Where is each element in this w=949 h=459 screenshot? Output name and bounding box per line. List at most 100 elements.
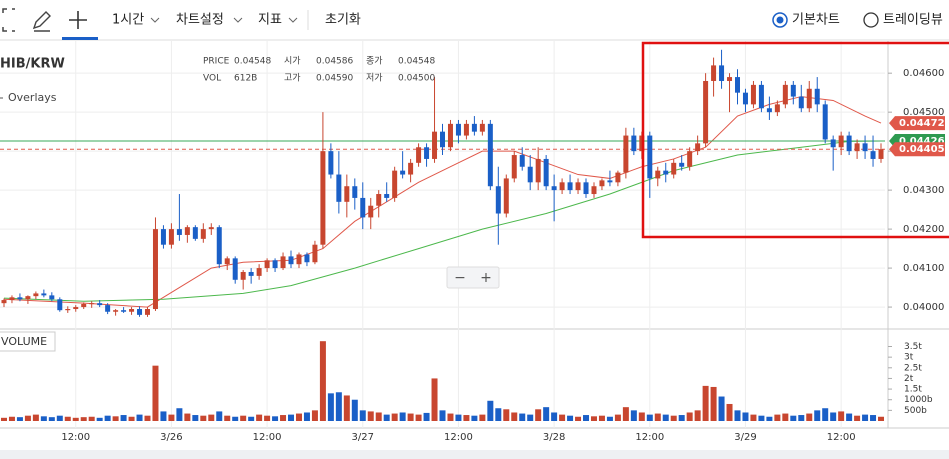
volume-bar [726, 403, 733, 421]
volume-bar [734, 410, 741, 421]
candle-body [814, 88, 820, 105]
info-label: 시가 [284, 56, 301, 67]
highlight-box [641, 41, 949, 239]
volume-bar [758, 415, 765, 421]
volume-bar [654, 413, 661, 421]
y-tick-label: 3t [904, 353, 914, 363]
radio[interactable] [863, 12, 879, 28]
info-value: 0.04586 [316, 57, 353, 67]
candle-body [687, 151, 693, 167]
candle-body [272, 260, 278, 269]
candle-body [416, 147, 422, 163]
overlays[interactable]: Overlays [8, 91, 57, 104]
candle-body [105, 305, 111, 312]
volume-bar [463, 415, 470, 421]
volume-bar [543, 407, 550, 421]
candle-body [511, 155, 517, 179]
candle-body [806, 88, 812, 109]
candle-body [535, 158, 541, 183]
candle-body [216, 227, 222, 265]
volume-bar [176, 408, 183, 421]
candle-body [447, 123, 453, 148]
volume-bar [295, 413, 302, 421]
volume-bar [590, 416, 597, 421]
candle-body [264, 260, 270, 269]
candle-body [719, 65, 725, 81]
candle-body [25, 296, 31, 300]
candle-body [160, 229, 166, 245]
volume-bar [64, 416, 71, 421]
candle-body [408, 162, 414, 175]
volume-bar [168, 414, 175, 421]
volume-bar [638, 412, 645, 421]
candle-body [790, 84, 796, 97]
candle-body [862, 143, 868, 152]
crosshair-icon[interactable] [69, 11, 87, 29]
candle-body [798, 96, 804, 109]
candle-body [41, 293, 47, 296]
volume-bar [527, 414, 534, 421]
active-tab-underline [62, 37, 98, 40]
volume-bar [248, 416, 255, 421]
volume-bar [192, 415, 199, 421]
volume-bar [383, 414, 390, 421]
x-tick-label: 3/29 [734, 432, 756, 443]
x-tick-label: 12:00 [444, 432, 473, 443]
radio-selected[interactable] [772, 12, 788, 28]
candle-body [822, 104, 828, 140]
candle-body [487, 123, 493, 187]
x-tick-label: 3/26 [160, 432, 182, 443]
candle-body [440, 131, 445, 148]
volume-bar [806, 413, 813, 421]
candle-body [663, 170, 669, 175]
info-value: 0.04500 [398, 74, 435, 84]
draw-icon[interactable] [32, 11, 51, 32]
basic-chart-option[interactable]: 기본차트 [792, 13, 840, 28]
bottom-strip [0, 450, 949, 459]
candle-body [248, 271, 254, 276]
volume-bar [272, 416, 279, 421]
volume-bar [662, 414, 669, 421]
candle-body [400, 170, 406, 175]
volume-bar [303, 412, 310, 421]
volume-title: VOLUME [1, 335, 47, 348]
candle-body [137, 309, 143, 315]
x-tick-label: 12:00 [253, 432, 282, 443]
volume-bar [782, 413, 789, 421]
volume-bar [240, 415, 247, 421]
chart-settings-menu[interactable]: 차트설정 [176, 13, 224, 28]
candle-body [599, 180, 605, 187]
volume-bar [495, 408, 502, 421]
candle-body [200, 229, 206, 239]
candle-body [838, 135, 844, 148]
reset-button[interactable]: 초기화 [325, 13, 361, 28]
volume-bar [216, 411, 223, 421]
volume-bar [367, 411, 374, 421]
volume-bar [583, 415, 590, 421]
volume-bar [439, 410, 446, 421]
volume-bar [160, 411, 167, 421]
info-label: 종가 [366, 56, 383, 67]
indicator-menu[interactable]: 지표 [258, 13, 282, 28]
x-tick-label: 12:00 [635, 432, 664, 443]
candle-body [878, 149, 884, 159]
interval-menu[interactable]: 1시간 [112, 13, 144, 28]
volume-bar [40, 416, 47, 421]
tradingview-option[interactable]: 트레이딩뷰 [883, 13, 943, 28]
expand-icon[interactable] [2, 8, 15, 32]
candle-body [368, 205, 374, 218]
candle-body [1, 300, 7, 304]
volume-bar [431, 378, 438, 421]
zoom-in[interactable]: + [480, 270, 492, 286]
volume-bar [702, 385, 709, 421]
chevron [150, 17, 160, 23]
volume-bar [319, 341, 326, 421]
candle-body [65, 309, 71, 311]
candle-body [152, 229, 158, 310]
y-tick-label: 2.5t [904, 363, 922, 373]
volume-bar [846, 413, 853, 421]
zoom-out[interactable]: − [454, 270, 466, 286]
candle-body [288, 256, 294, 265]
volume-bar [335, 392, 342, 421]
volume-bar [72, 417, 79, 421]
